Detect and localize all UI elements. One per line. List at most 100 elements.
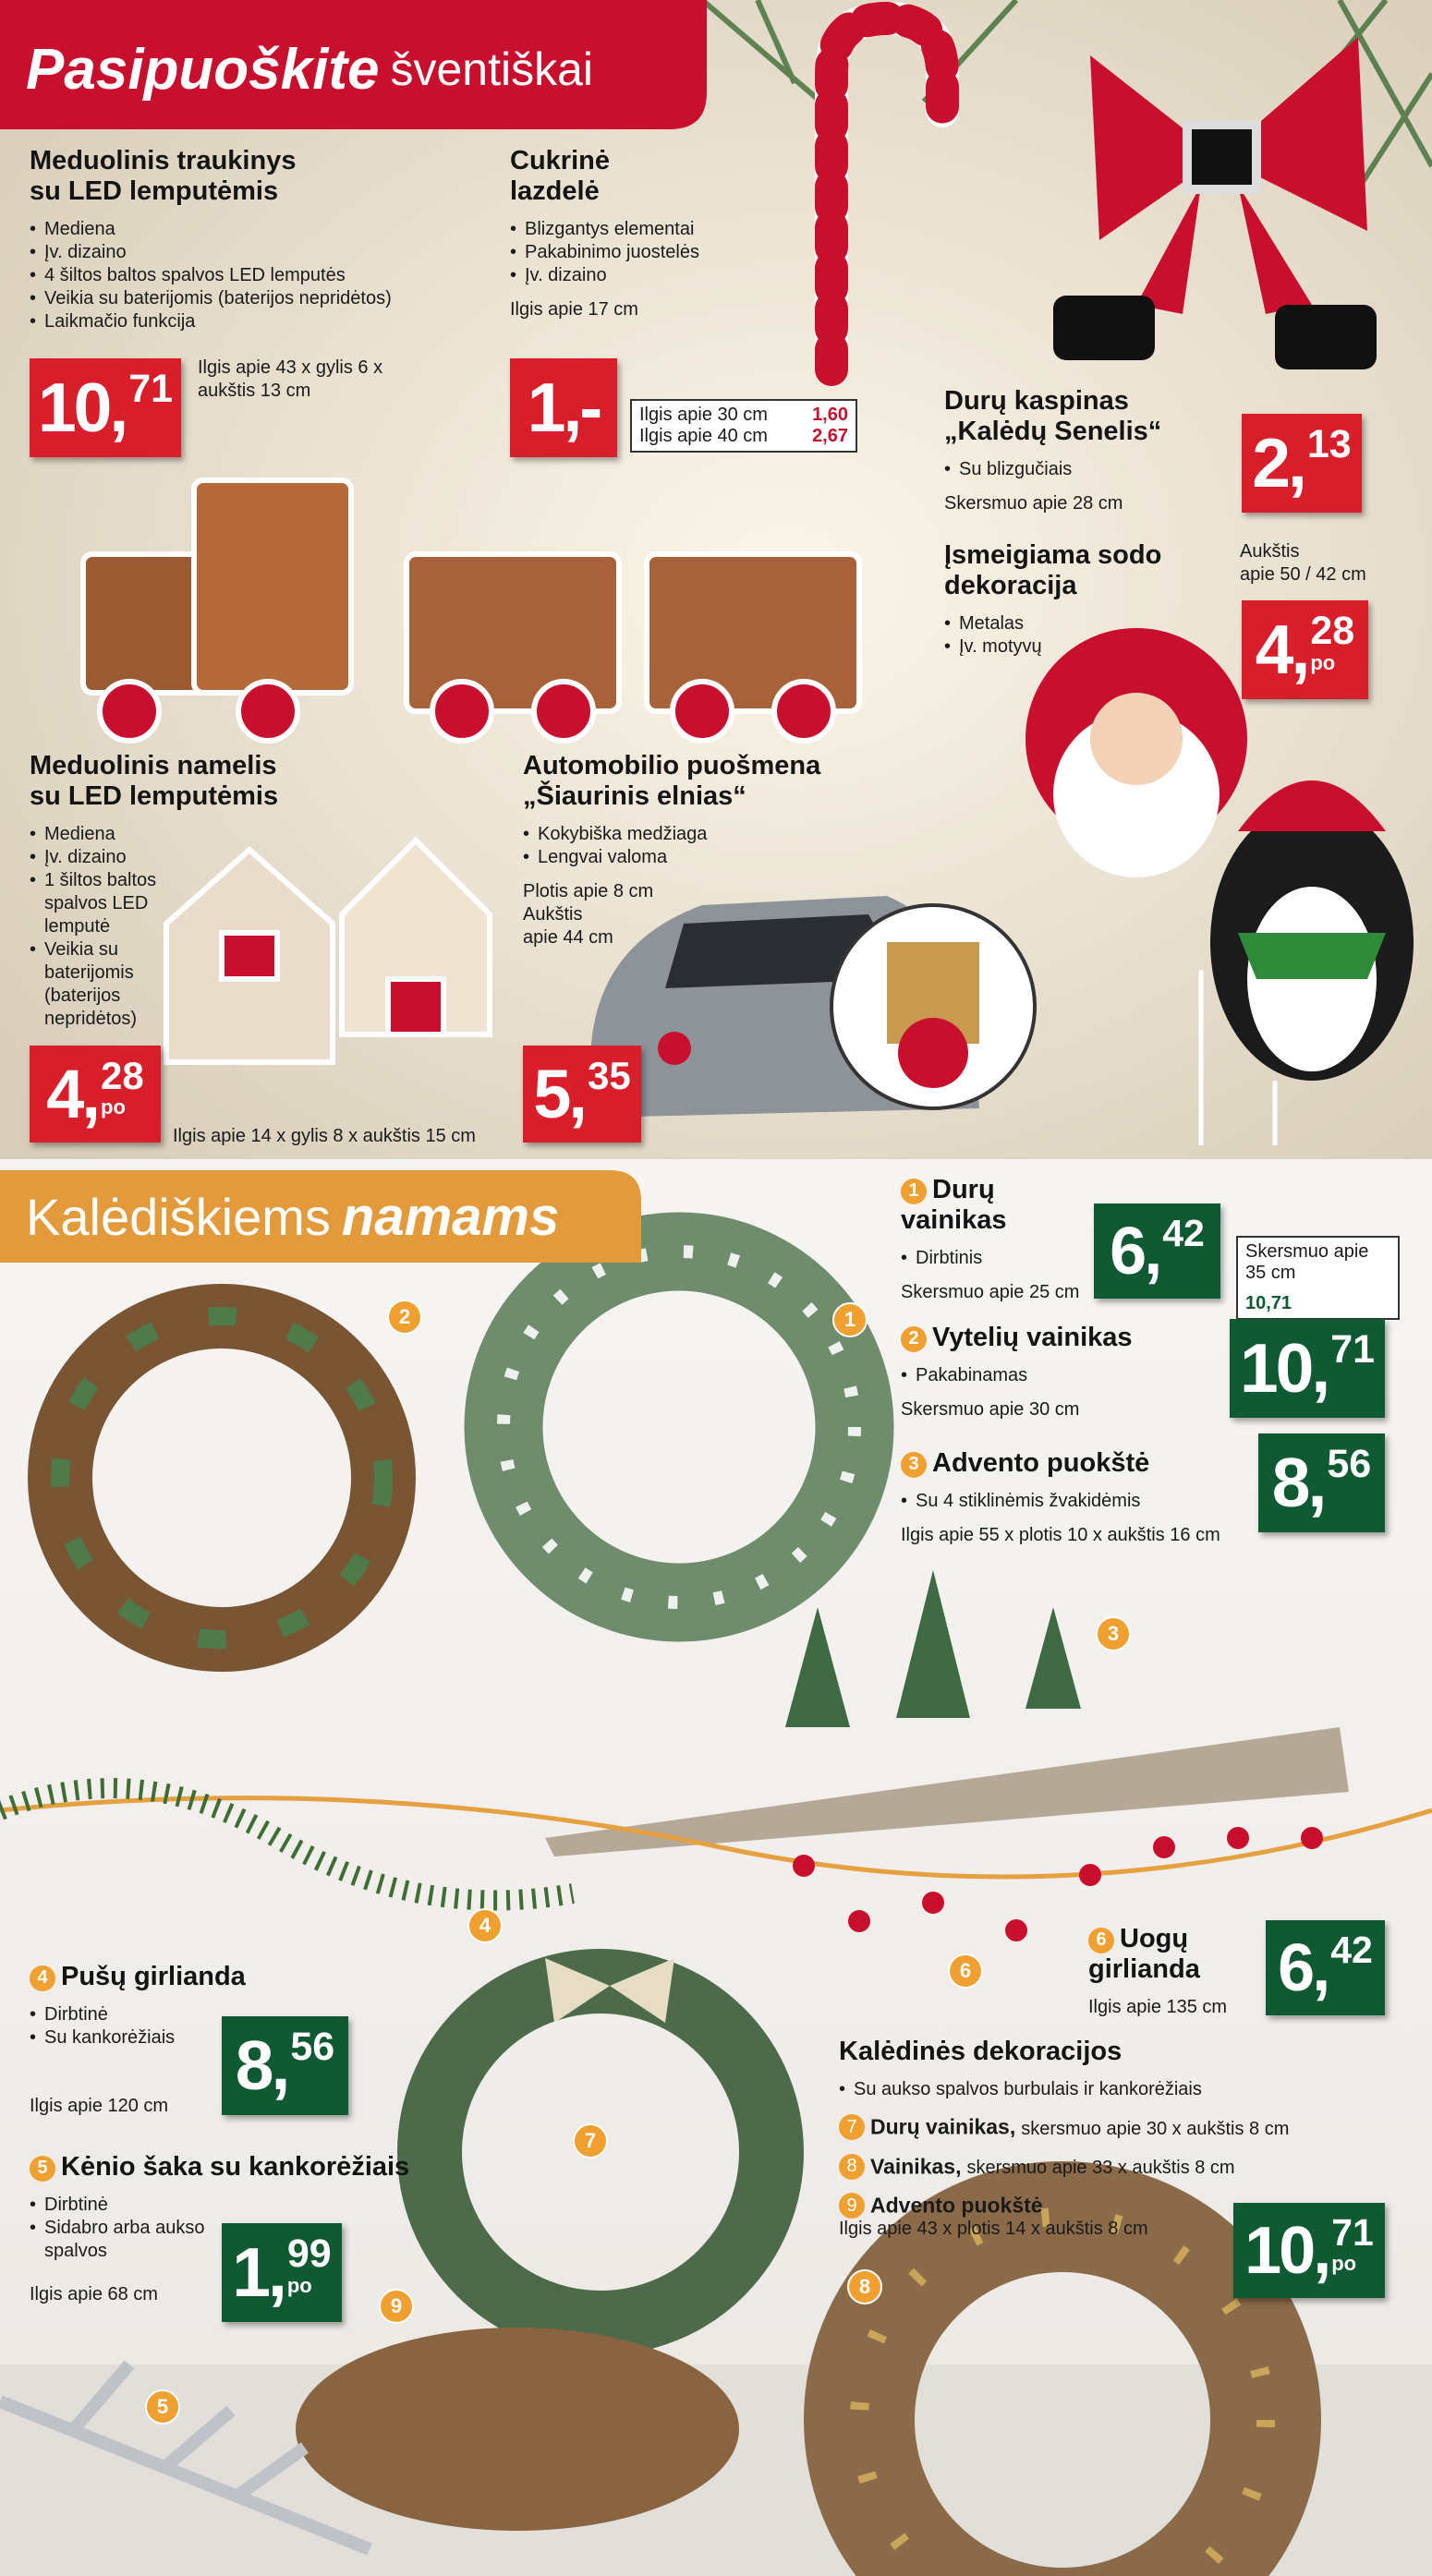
image-badge: 4 (467, 1908, 503, 1943)
image-badge: 3 (1096, 1616, 1131, 1651)
product-name-text: „Šiaurinis elnias“ (523, 781, 746, 811)
set-item: 9 Advento puokštė Ilgis apie 43 x plotis 1… (839, 2193, 1412, 2241)
set-item: 7 Durų vainikas, skersmuo apie 30 x aukšti… (839, 2114, 1412, 2141)
image-badge: 1 (832, 1302, 868, 1337)
decor-path (1238, 780, 1386, 831)
price-tag: 8, 56 (1258, 1433, 1385, 1532)
price-side: 42 (1162, 1215, 1205, 1252)
spacer (510, 287, 861, 298)
product-name: „Šiaurinis elnias“ (523, 781, 892, 812)
decor-circle (848, 1910, 870, 1932)
decor-circle (497, 1245, 861, 1609)
title-bold: namams (341, 1187, 560, 1247)
bullet: Lengvai valoma (523, 846, 778, 869)
product-name: 2 Vytelių vainikas (901, 1323, 1215, 1353)
product-name: 4 Pušų girlianda (30, 1962, 307, 1992)
orange-wave (0, 1796, 1432, 1880)
price-tag: 4, 28 po (1242, 600, 1368, 699)
section-title: Kalėdiškiems namams (26, 1178, 559, 1256)
price-cents: 71 (1330, 1327, 1376, 1372)
detail: Aukštis (1240, 541, 1300, 562)
advent-arrangement (296, 1570, 1349, 2531)
price-tag: 5, 35 (523, 1046, 641, 1143)
title-rest: šventiškai (390, 43, 594, 95)
size-options: Skersmuo apie 35 cm 10,71 (1236, 1236, 1400, 1320)
product-name: 3 Advento puokštė (901, 1448, 1298, 1479)
decor-path (785, 1570, 1081, 1727)
product-name-text: „Kalėdų Senelis“ (944, 417, 1162, 446)
price-cents: 28 (101, 1054, 144, 1097)
detail: Ilgis apie 68 cm (30, 2284, 158, 2304)
header-banner-bg (0, 0, 707, 129)
bullet: Su blizgučiais (944, 458, 1249, 481)
price-tag: 1,- (510, 358, 617, 457)
product-name: Meduolinis traukinys (30, 146, 510, 176)
decor-circle (922, 1892, 944, 1914)
size-price: 1,60 (812, 405, 848, 425)
price-cents: 56 (290, 2025, 335, 2069)
price-cents: 99 (286, 2231, 332, 2276)
decor-path (1238, 933, 1386, 979)
bullet: Su 4 stiklinėmis žvakidėmis (901, 1490, 1298, 1513)
detail: Skersmuo apie 28 cm (944, 493, 1123, 514)
product-name-text: Įsmeigiama sodo (944, 540, 1162, 570)
image-badge: 6 (948, 1953, 983, 1989)
price-side: 71 (1330, 1330, 1375, 1370)
decor-circle (793, 1855, 815, 1877)
set-item-name: Durų vainikas, (870, 2114, 1016, 2139)
product-name: 6 Uogų (1088, 1924, 1273, 1954)
train (80, 478, 862, 744)
product-details: Ilgis apie 43 x gylis 6 x aukštis 13 cm (198, 357, 447, 403)
price-main: 2, (1252, 424, 1307, 502)
detail: Aukštis (523, 904, 583, 925)
price-unit: po (1310, 651, 1336, 674)
price-tag: 6, 42 (1094, 1203, 1220, 1299)
bullet: Mediena (30, 218, 510, 241)
product-name: lazdelė (510, 176, 861, 207)
decor-path (339, 836, 492, 1037)
price-cents: 42 (1330, 1929, 1373, 1971)
product-name-text: Cukrinė (510, 146, 610, 175)
price-main: 8, (235, 2026, 291, 2104)
product-name: vainikas (901, 1205, 1113, 1236)
product-details: Ilgis apie 68 cm (30, 2283, 307, 2306)
price-tag: 4, 28 po (30, 1046, 161, 1143)
price-side: 28 po (101, 1057, 144, 1119)
price-main: 10, (1239, 1329, 1330, 1407)
price-main: 4, (46, 1055, 101, 1132)
price-main: 6, (1110, 1214, 1162, 1288)
detail: Ilgis apie 135 cm (1088, 1997, 1228, 2017)
product-name: dekoracija (944, 571, 1231, 601)
product-name: su LED lemputėmis (30, 781, 316, 812)
spacer (523, 812, 892, 823)
car (591, 896, 1037, 1118)
product-info: Automobilio puošmena„Šiaurinis elnias“ Ko… (523, 751, 892, 949)
product-name: su LED lemputėmis (30, 176, 510, 207)
price-cents: 42 (1162, 1212, 1205, 1254)
price-main: 5, (533, 1055, 588, 1132)
berry-garland (793, 1827, 1323, 1941)
spacer (944, 447, 1249, 458)
product-name: Įsmeigiama sodo (944, 540, 1231, 571)
price-cents: 35 (588, 1054, 631, 1097)
decor-circle (670, 679, 734, 744)
image-badge: 7 (573, 2123, 608, 2159)
price-side: 35 (588, 1057, 631, 1095)
set-item-detail: skersmuo apie 33 x aukštis 8 cm (966, 2158, 1235, 2178)
product-name-text: Automobilio puošmena (523, 751, 821, 780)
decor-circle (236, 679, 300, 744)
detail: Skersmuo apie 25 cm (901, 1282, 1080, 1302)
product-name: Meduolinis namelis (30, 751, 316, 781)
bullet: Įv. dizaino (30, 846, 174, 869)
price-tag: 10, 71 (30, 358, 181, 457)
product-name: 1 Durų (901, 1175, 1113, 1205)
bullet: Su kankorėžiais (30, 2026, 307, 2050)
decor-circle (1227, 1827, 1249, 1849)
item-number: 5 (30, 2155, 55, 2182)
item-number: 8 (839, 2153, 865, 2180)
detail: Ilgis apie 17 cm (510, 299, 638, 320)
price-main: 8, (1271, 1444, 1328, 1521)
set-item-detail: Ilgis apie 43 x plotis 14 x aukštis 8 cm (839, 2218, 1148, 2239)
product-details: Ilgis apie 14 x gylis 8 x aukštis 15 cm (173, 1125, 727, 1148)
